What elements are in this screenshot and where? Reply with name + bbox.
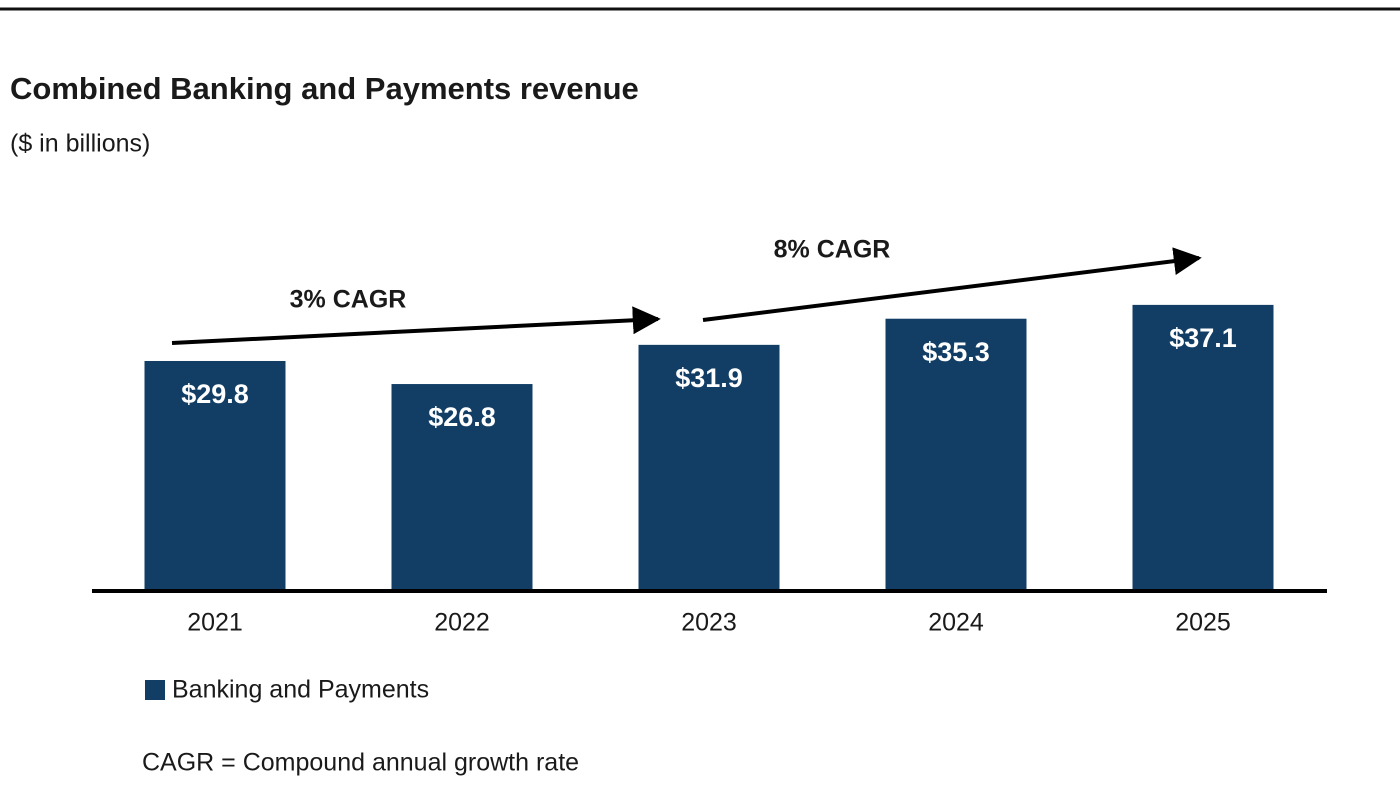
value-label: $31.9 [675, 363, 743, 393]
chart-subtitle: ($ in billions) [10, 130, 150, 158]
chart-title: Combined Banking and Payments revenue [10, 71, 639, 106]
x-tick-label: 2024 [928, 609, 984, 637]
legend-swatch [145, 680, 165, 700]
value-label: $37.1 [1169, 323, 1237, 353]
bar [1132, 304, 1274, 590]
annotation: 8% CAGR [774, 236, 891, 264]
x-tick-label: 2021 [187, 609, 243, 637]
footnote: CAGR = Compound annual growth rate [142, 749, 579, 777]
bar [391, 384, 533, 590]
bar [885, 318, 1027, 590]
value-label: $29.8 [181, 379, 249, 409]
x-tick-label: 2022 [434, 609, 490, 637]
legend-label: Banking and Payments [172, 676, 429, 704]
x-tick-label: 2023 [681, 609, 737, 637]
value-label: $26.8 [428, 402, 496, 432]
value-label: $35.3 [922, 337, 990, 367]
bar [638, 344, 780, 590]
bar [144, 360, 286, 590]
cagr-arrow [171, 306, 661, 345]
cagr-arrow [702, 247, 1202, 322]
x-tick-label: 2025 [1175, 609, 1231, 637]
bars: 2021 $29.8 2022 $26.8 2023 $31.9 2024 $35.3 2025… [144, 304, 1274, 637]
annotation: 3% CAGR [290, 286, 407, 314]
